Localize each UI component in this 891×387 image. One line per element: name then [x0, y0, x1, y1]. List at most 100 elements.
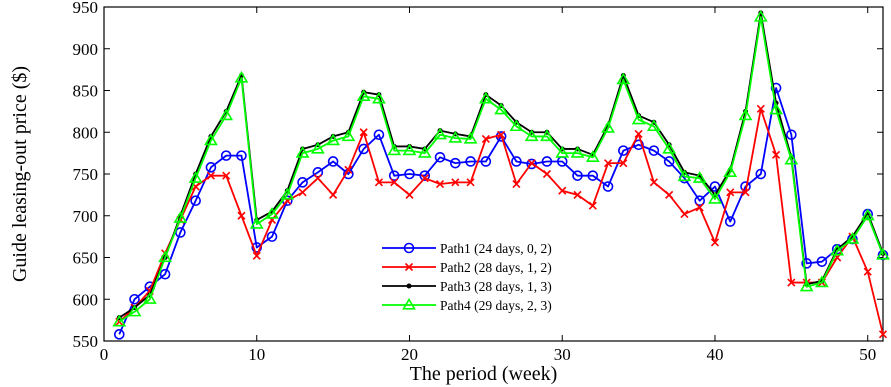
series-4 — [112, 9, 890, 327]
data-point — [159, 268, 171, 280]
data-point — [878, 330, 888, 339]
x-stroke — [344, 165, 353, 174]
data-point — [680, 210, 689, 219]
data-point — [450, 157, 461, 169]
data-point — [524, 129, 539, 142]
data-point — [312, 167, 324, 178]
data-point — [830, 243, 845, 256]
data-point — [405, 190, 414, 199]
x-tick-label: 10 — [248, 345, 265, 364]
data-point — [769, 102, 783, 115]
data-point — [555, 146, 570, 158]
y-tick-label: 800 — [73, 123, 99, 142]
data-point — [252, 251, 261, 260]
y-tick-label: 850 — [73, 82, 99, 101]
data-point — [799, 279, 814, 292]
data-point — [649, 178, 658, 187]
data-point — [206, 171, 215, 180]
x-stroke — [772, 150, 781, 159]
data-point — [265, 207, 279, 219]
data-point — [801, 258, 812, 269]
data-point — [648, 145, 660, 156]
x-stroke — [466, 178, 475, 187]
data-point — [478, 91, 493, 104]
data-point — [710, 238, 720, 247]
data-point — [280, 187, 295, 200]
data-point — [756, 104, 765, 113]
data-point — [512, 179, 521, 189]
y-tick-label: 550 — [73, 332, 99, 351]
y-tick-label: 700 — [73, 207, 99, 226]
x-stroke — [680, 210, 689, 219]
data-point — [755, 168, 767, 180]
data-point — [158, 250, 172, 263]
x-stroke — [497, 130, 506, 139]
x-stroke — [756, 104, 765, 113]
data-point — [665, 190, 674, 199]
data-point — [527, 159, 536, 168]
x-tick-label: 20 — [401, 345, 418, 364]
data-point — [480, 156, 492, 167]
series-line — [118, 16, 884, 323]
data-point — [646, 119, 661, 132]
legend-marker — [406, 283, 412, 289]
legend-item-3: Path3 (28 days, 1, 3) — [382, 279, 552, 294]
data-point — [448, 131, 463, 143]
data-point — [526, 158, 537, 170]
x-stroke — [481, 134, 490, 143]
data-point — [876, 247, 890, 260]
data-point — [341, 129, 356, 142]
data-point — [344, 165, 353, 174]
data-point — [816, 256, 828, 267]
legend-label: Path4 (29 days, 2, 3) — [440, 298, 552, 313]
data-point — [234, 70, 249, 83]
data-point — [588, 201, 597, 210]
data-point — [726, 188, 735, 197]
y-tick-label: 950 — [73, 0, 99, 17]
data-point — [863, 267, 872, 276]
data-point — [772, 150, 781, 159]
x-stroke — [527, 159, 536, 168]
data-point — [662, 141, 677, 154]
x-stroke — [512, 179, 521, 189]
data-point — [587, 170, 599, 181]
data-point — [619, 159, 628, 168]
data-point — [419, 170, 431, 181]
x-stroke — [726, 188, 735, 197]
data-point — [466, 178, 475, 187]
data-point — [173, 211, 188, 223]
legend-label: Path3 (28 days, 1, 3) — [440, 279, 552, 294]
data-point — [266, 231, 278, 242]
x-stroke — [558, 186, 567, 195]
data-point — [297, 177, 308, 188]
data-point — [326, 133, 341, 146]
data-point — [236, 150, 247, 161]
x-stroke — [313, 174, 322, 183]
data-point — [404, 168, 415, 180]
legend-item-2: Path2 (28 days, 1, 2) — [382, 260, 552, 275]
x-stroke — [451, 178, 460, 187]
data-point — [815, 275, 829, 288]
data-point — [433, 127, 447, 140]
legend-marker — [402, 297, 416, 310]
data-point — [723, 165, 738, 177]
data-point — [219, 108, 234, 121]
x-stroke — [435, 179, 445, 189]
data-point — [633, 139, 644, 151]
data-point — [481, 134, 490, 143]
x-stroke — [573, 190, 582, 199]
data-point — [694, 195, 706, 207]
data-point — [509, 119, 524, 132]
x-stroke — [878, 330, 888, 339]
data-point — [129, 293, 140, 305]
data-point — [542, 169, 552, 179]
x-stroke — [649, 178, 658, 187]
data-point — [634, 129, 643, 138]
x-stroke — [634, 129, 643, 138]
data-point — [420, 174, 429, 183]
series-group — [112, 9, 890, 340]
x-stroke — [252, 251, 261, 260]
data-point — [692, 171, 707, 183]
legend-box — [377, 237, 621, 321]
x-tick-label: 0 — [100, 345, 109, 364]
